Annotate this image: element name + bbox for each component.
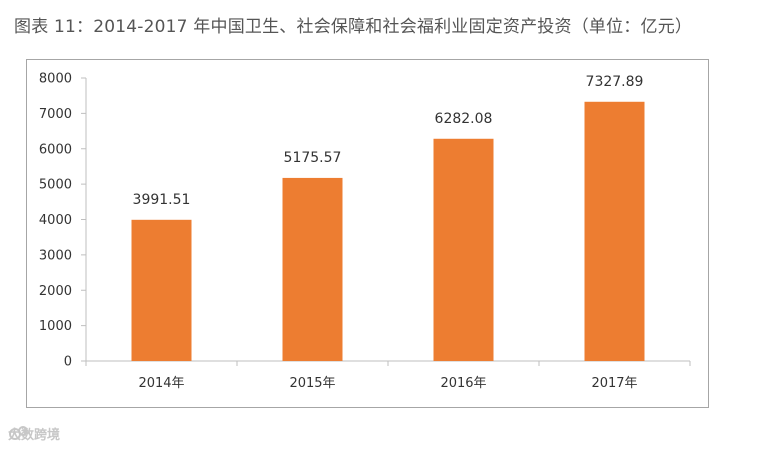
x-tick-label: 2017年: [591, 376, 637, 391]
bar: [131, 219, 192, 361]
bars: [131, 101, 645, 362]
y-tick-label: 1000: [39, 319, 72, 334]
x-tick-label: 2014年: [138, 376, 184, 391]
bar: [433, 138, 494, 361]
x-tick-label: 2016年: [440, 376, 486, 391]
labels: 0 1000 2000 3000 4000 5000 6000 7000 8000 3991.51…: [39, 72, 644, 392]
y-tick-label: 0: [64, 355, 72, 370]
data-label: 7327.89: [586, 74, 644, 90]
watermark-text: 大数跨境: [8, 428, 61, 443]
watermark-logo-icon: [9, 426, 28, 440]
data-label: 6282.08: [435, 111, 493, 127]
chart-title: 图表 11：2014-2017 年中国卫生、社会保障和社会福利业固定资产投资（单…: [14, 17, 693, 37]
bar: [584, 101, 645, 362]
y-tick-label: 2000: [39, 284, 72, 299]
y-tick-label: 3000: [39, 248, 72, 263]
watermark: 大数跨境: [8, 424, 60, 443]
y-tick-label: 8000: [39, 72, 72, 87]
bar: [282, 177, 343, 361]
data-label: 5175.57: [284, 150, 342, 166]
y-tick-label: 6000: [39, 142, 72, 157]
data-label: 3991.51: [133, 192, 191, 208]
x-tick-label: 2015年: [289, 376, 335, 391]
y-tick-label: 7000: [39, 107, 72, 122]
y-tick-label: 5000: [39, 178, 72, 193]
y-tick-label: 4000: [39, 213, 72, 228]
